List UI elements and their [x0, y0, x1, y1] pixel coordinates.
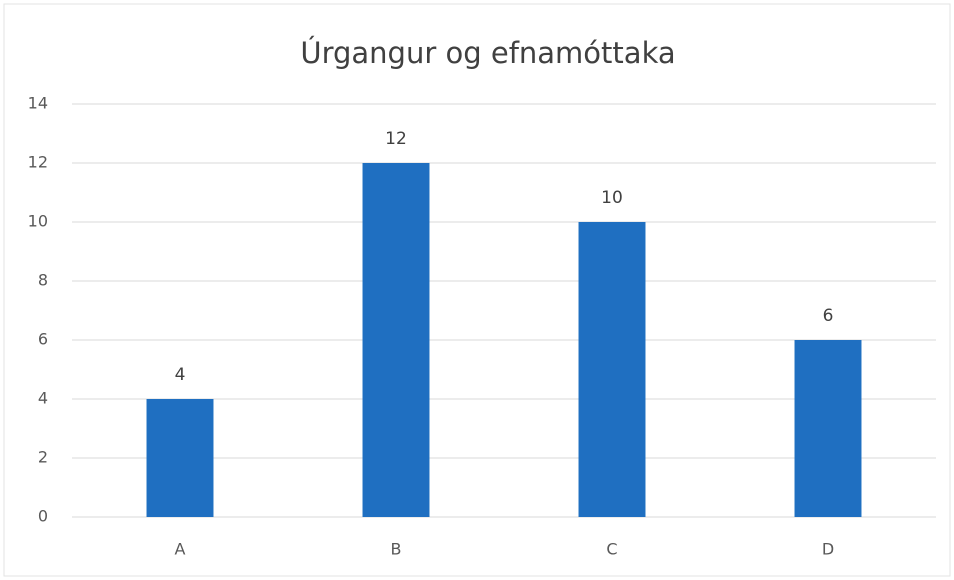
chart-title: Úrgangur og efnamóttaka — [300, 36, 675, 70]
bar — [794, 340, 862, 517]
data-label: 6 — [823, 306, 834, 326]
y-tick-label: 10 — [28, 212, 48, 231]
y-tick-label: 14 — [28, 94, 48, 113]
bar — [578, 222, 646, 517]
x-tick-label: D — [822, 540, 834, 559]
bar — [146, 399, 214, 517]
data-label: 10 — [601, 188, 623, 208]
x-tick-label: C — [606, 540, 617, 559]
data-label: 4 — [175, 365, 186, 385]
x-tick-label: B — [391, 540, 402, 559]
data-label: 12 — [385, 129, 407, 149]
y-tick-label: 8 — [38, 271, 48, 290]
bar — [362, 163, 430, 517]
y-tick-label: 2 — [38, 448, 48, 467]
y-tick-label: 12 — [28, 153, 48, 172]
x-tick-label: A — [175, 540, 186, 559]
y-tick-label: 4 — [38, 389, 48, 408]
y-tick-label: 0 — [38, 507, 48, 526]
y-tick-label: 6 — [38, 330, 48, 349]
